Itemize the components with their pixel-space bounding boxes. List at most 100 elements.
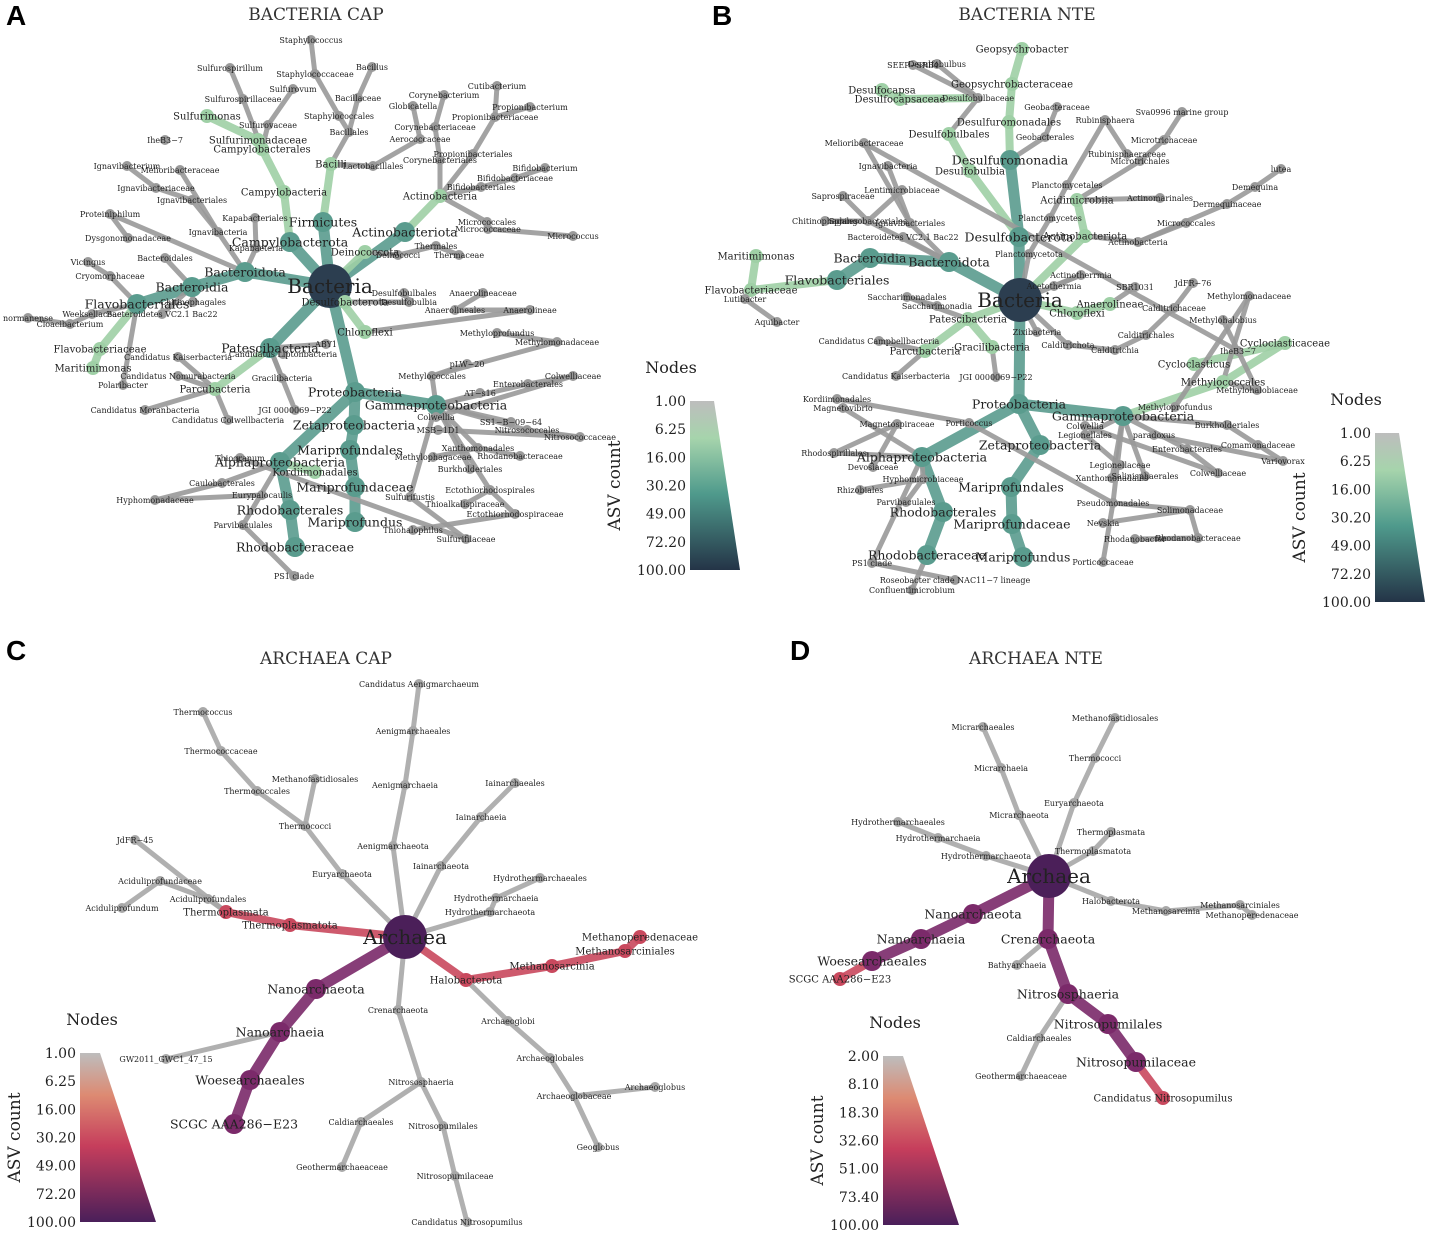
node-label: Thiogranum [215,454,265,463]
node-label: Micrococcaceae [455,225,521,234]
tree-node [1185,505,1195,515]
node-label: Actinobacteria [402,192,477,203]
tree-node [461,534,471,544]
tree-edge [462,962,556,984]
node-label: Hydrothermarchaeales [851,818,945,827]
node-label: Xanthomonadales [1076,474,1148,483]
tree-node [393,250,403,260]
tree-node [942,127,956,141]
tree-node [1253,440,1263,450]
tree-node [897,185,907,195]
tree-node [491,893,501,903]
node-label: Flavobacteriaceae [704,286,797,297]
tree-edge [265,86,296,128]
node-label: Bifidobacterium [512,164,578,173]
node-label: Comamonadaceae [1221,441,1295,450]
node-label: Desulfocapsaceae [855,95,946,106]
tree-node [223,415,233,425]
tree-node [525,102,535,112]
tree-edge [834,396,972,426]
node-label: Nanoarchaeia [877,931,966,946]
tree-edge [1252,166,1284,190]
node-label: IheB3−7 [147,136,183,145]
node-label: Kordiimonadales [803,395,871,404]
node-label: Aciduliprofundaceae [117,877,202,886]
tree-node [1113,406,1133,426]
tree-edge [410,103,423,142]
node-label: Thermoplasmata [183,908,268,919]
tree-node [263,120,273,130]
tree-node [892,419,902,429]
panel-title: BACTERIA NTE [958,5,1095,25]
node-label: Archaeoglobus [624,1083,685,1092]
tree-node [868,462,878,472]
tree-node [901,497,911,507]
tree-node [985,340,999,354]
node-label: Proteobacteria [308,384,403,399]
node-label: Bacillus [356,63,388,72]
tree-edge [861,140,1241,354]
tree-node [1278,456,1288,466]
node-label: PS1 clade [852,559,892,568]
node-label: Chloroflexi [337,328,393,339]
tree-node [483,224,493,234]
tree-node [891,371,901,381]
panel-title: BACTERIA CAP [248,5,383,25]
node-label: Methyloprofundus [1138,403,1213,412]
tree-node [1062,180,1072,190]
tree-edge [869,454,925,566]
tree-node [1106,827,1116,837]
node-label: Actinobacteriota [1042,232,1127,243]
tree-edge [1018,1035,1042,1079]
tree-node [122,161,132,171]
tree-edge [869,560,958,583]
node-label: pLW−20 [450,360,485,369]
node-label: Hydrothermarchaeota [445,908,536,917]
node-label: Salinisphaerales [1112,472,1179,481]
tree-edge [896,94,982,103]
tree-edge [494,330,560,345]
tree-node [436,861,446,871]
node-label: Methylomonadaceae [515,338,599,347]
tree-node [855,485,865,495]
tree-edge [1120,413,1230,428]
tree-node [1049,281,1059,291]
legend-tick-label: 30.20 [36,1131,76,1147]
tree-node [300,821,310,831]
node-label: Methanosarciniales [575,947,675,958]
node-label: Nitrosopumilales [1054,1016,1163,1031]
node-label: Aquibacter [754,318,800,327]
node-label: Anaerolineae [1076,300,1144,311]
tree-node [832,394,842,404]
node-label: Sulfurovum [269,85,317,94]
legend-title: Nodes [645,358,697,377]
node-label: Propionibacteriales [433,150,512,159]
node-label: Geothermarchaeaceae [975,1072,1067,1081]
tree-node [250,213,260,223]
node-label: Hydrothermarchaeales [493,874,587,883]
tree-node [439,90,449,100]
legend-axis-label: ASV count [808,1095,828,1186]
tree-node [963,164,977,178]
tree-edge [358,1079,424,1125]
node-label: Globicatella [389,102,438,111]
tree-node [235,262,255,282]
node-label: Cryomorphaceae [75,272,145,281]
tree-edge [349,386,442,411]
panel-letter: B [712,0,732,31]
node-label: Archaeoglobi [480,1017,535,1026]
tree-node [427,371,437,381]
node-label: IheB3−7 [1220,347,1256,356]
node-label: Bacilli [315,160,347,171]
legend-gradient-wedge [690,401,740,570]
tree-edge [219,459,283,486]
node-label: Planctomycetota [995,250,1063,259]
node-label: Cloacibacterium [37,320,104,329]
node-label: Geobacteraceae [1024,103,1090,112]
tree-node [932,301,942,311]
node-label: Nitrosopumilales [408,1122,477,1131]
node-label: Magnetovibrio [813,404,873,413]
node-label: Anaerolineae [502,306,557,315]
node-label: Bacillales [330,128,369,137]
node-label: Candidatus Campbellbacteria [819,337,940,346]
